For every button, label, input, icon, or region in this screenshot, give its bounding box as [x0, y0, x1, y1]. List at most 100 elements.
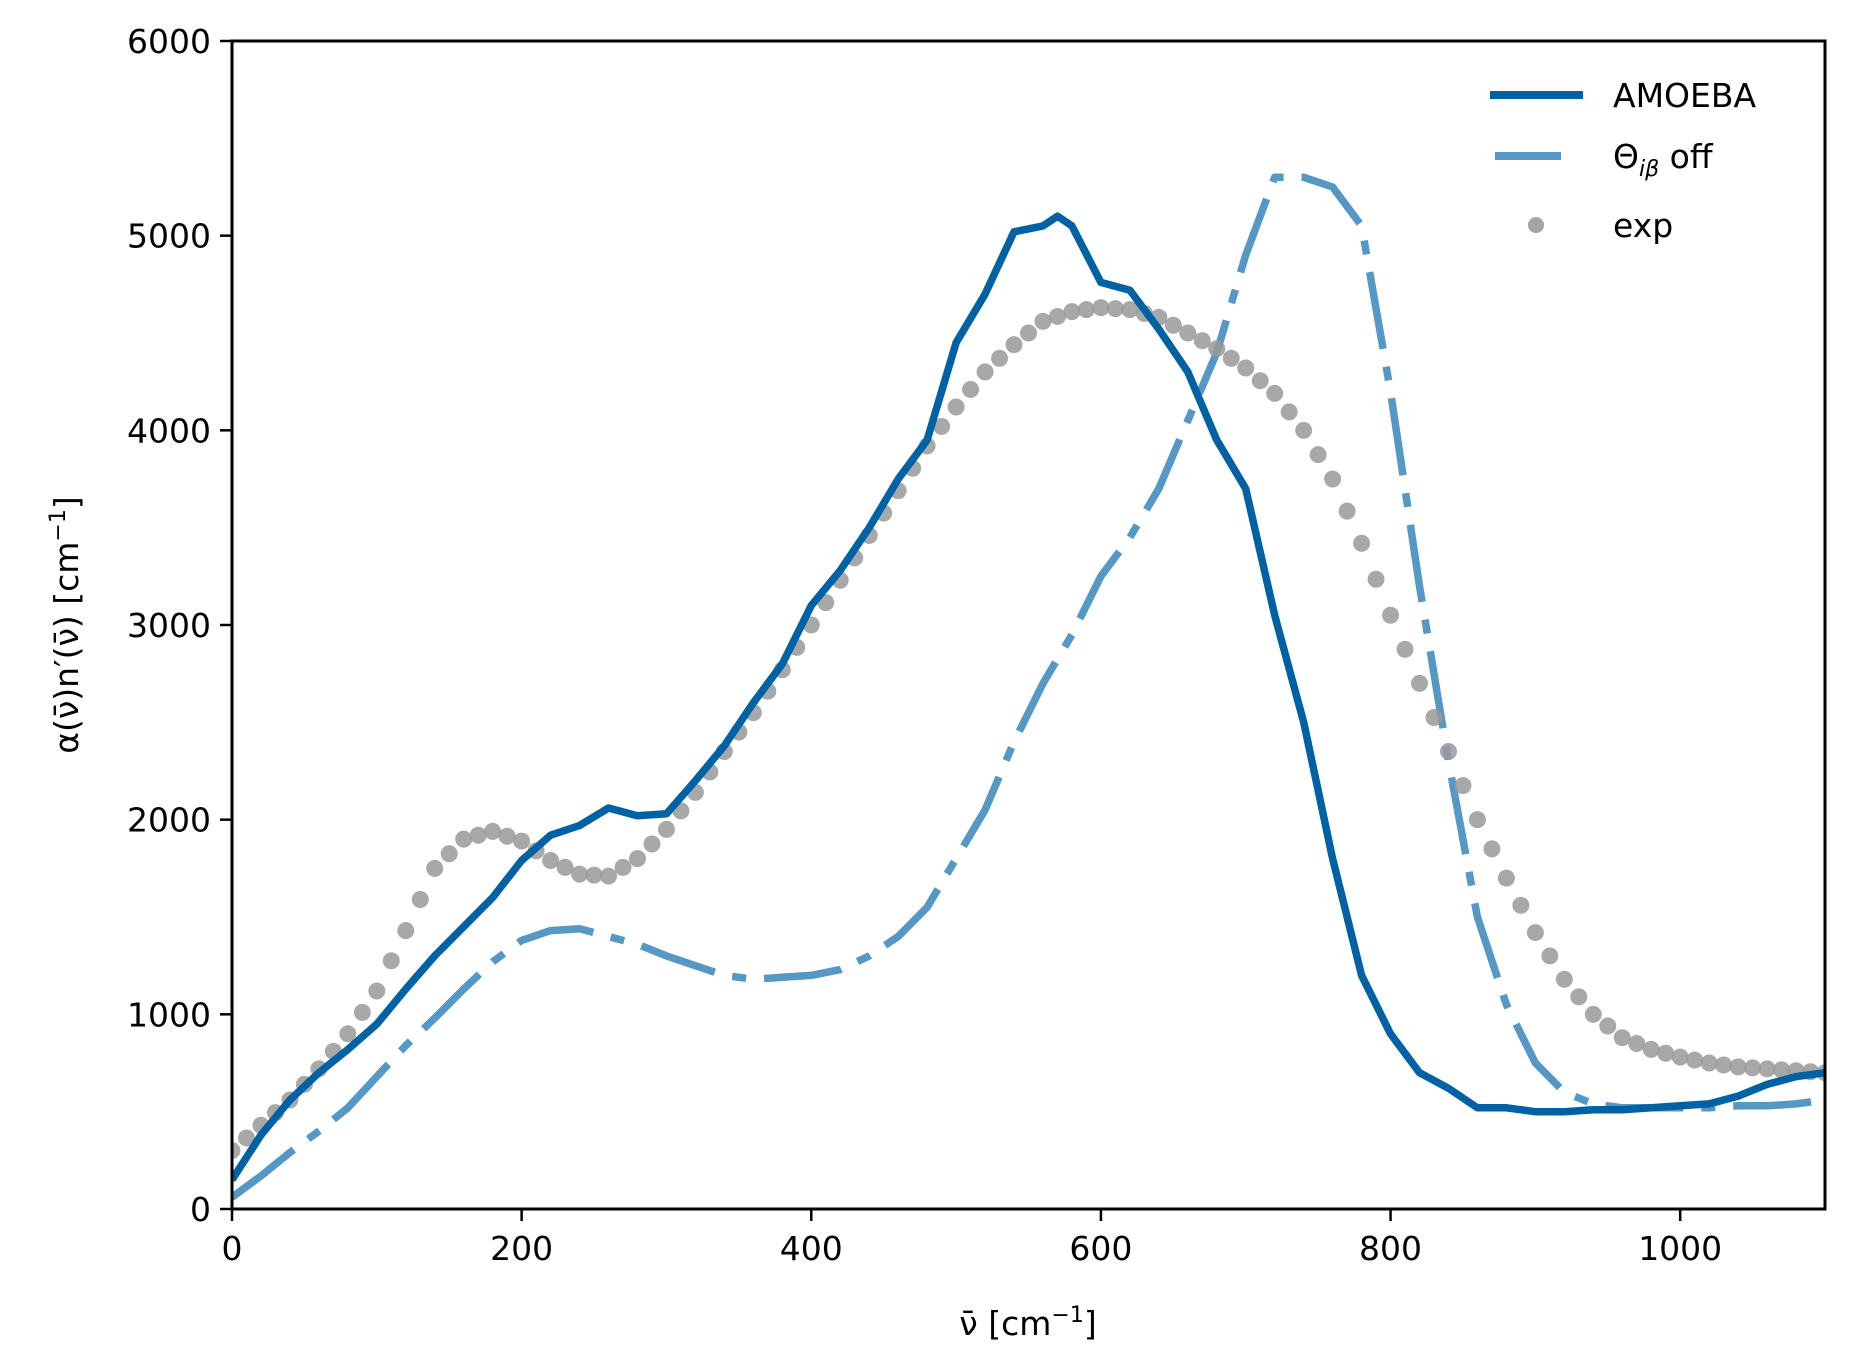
data-point: [962, 380, 980, 398]
y-tick-label: 4000: [127, 411, 211, 450]
data-point: [991, 349, 1009, 367]
data-point: [1237, 359, 1255, 377]
data-point: [1106, 300, 1124, 318]
data-point: [1657, 1044, 1675, 1062]
data-point: [976, 363, 994, 381]
data-point: [1092, 299, 1110, 317]
data-point: [600, 867, 618, 885]
data-point: [1584, 1005, 1602, 1023]
data-point: [1251, 372, 1269, 390]
marker-dot-swatch-icon: [1528, 217, 1544, 233]
data-point: [1671, 1048, 1689, 1066]
data-point: [556, 858, 574, 876]
y-tick-label: 1000: [127, 995, 211, 1034]
data-point: [1411, 674, 1429, 692]
data-point: [339, 1025, 357, 1043]
data-point: [353, 1003, 371, 1021]
data-point: [1020, 324, 1037, 342]
data-point: [1179, 324, 1197, 342]
data-point: [1309, 446, 1327, 464]
data-point: [1063, 303, 1081, 321]
data-point: [1396, 640, 1414, 658]
data-point: [368, 982, 386, 1000]
data-point: [440, 845, 458, 863]
legend-item-theta-off[interactable]: Θiβ off: [1495, 137, 1714, 182]
x-tick-label: 0: [222, 1229, 243, 1268]
x-axis-ticks: 0 200 400 600 800 1000: [222, 1209, 1722, 1268]
data-point: [1642, 1040, 1660, 1058]
data-point: [1280, 403, 1298, 421]
data-point: [1700, 1054, 1718, 1072]
x-tick-label: 800: [1359, 1229, 1422, 1268]
data-point: [237, 1129, 255, 1147]
data-point: [411, 890, 429, 908]
data-point: [1353, 534, 1371, 552]
data-point: [1686, 1051, 1704, 1069]
data-point: [1266, 384, 1284, 402]
data-point: [585, 866, 603, 884]
data-point: [1222, 349, 1240, 367]
data-point: [628, 850, 646, 868]
data-point: [1193, 332, 1211, 350]
series-theta-off-line: [232, 173, 1825, 1201]
data-point: [1208, 340, 1226, 358]
data-point: [657, 820, 675, 838]
data-point: [1454, 777, 1472, 795]
data-point: [1729, 1058, 1747, 1076]
data-point: [469, 826, 487, 844]
data-point: [1497, 869, 1515, 887]
data-point: [498, 827, 516, 845]
data-point: [232, 1142, 241, 1160]
legend-label-theta-off: Θiβ off: [1613, 137, 1714, 182]
data-point: [1715, 1056, 1733, 1074]
y-axis-label: α(ν̄)n′(ν̄) [cm−1]: [46, 496, 86, 754]
legend-item-exp[interactable]: exp: [1528, 206, 1673, 245]
data-point: [1555, 970, 1573, 988]
data-point: [382, 952, 400, 970]
y-tick-label: 6000: [127, 22, 211, 61]
data-point: [1526, 924, 1544, 942]
data-point: [1570, 988, 1588, 1006]
data-point: [643, 835, 661, 853]
plot-frame: [230, 39, 1827, 1211]
series-amoeba-line: [232, 212, 1825, 1182]
data-point: [397, 922, 415, 940]
x-tick-label: 200: [490, 1229, 553, 1268]
data-point: [614, 858, 632, 876]
data-point: [1295, 421, 1313, 439]
data-point: [1439, 743, 1457, 761]
data-point: [1628, 1035, 1646, 1053]
data-point: [1512, 896, 1530, 914]
data-point: [426, 859, 444, 877]
series-layer: [232, 173, 1825, 1201]
series-exp-markers: [232, 299, 1825, 1160]
data-point: [1121, 301, 1139, 319]
data-point: [513, 832, 531, 850]
data-point: [542, 852, 560, 870]
y-tick-label: 2000: [127, 801, 211, 840]
x-tick-label: 400: [780, 1229, 843, 1268]
data-point: [1758, 1060, 1776, 1078]
legend-label-amoeba: AMOEBA: [1613, 76, 1757, 115]
data-point: [1382, 606, 1400, 624]
data-point: [1744, 1059, 1762, 1077]
y-axis-ticks: 0 1000 2000 3000 4000 5000 6000: [127, 22, 232, 1229]
y-tick-label: 3000: [127, 606, 211, 645]
data-point: [1483, 840, 1501, 858]
data-point: [947, 398, 965, 416]
data-point: [1367, 570, 1385, 588]
legend-item-amoeba[interactable]: AMOEBA: [1490, 76, 1757, 115]
data-point: [455, 830, 473, 848]
y-tick-label: 0: [190, 1190, 211, 1229]
data-point: [1599, 1017, 1617, 1035]
data-point: [1541, 947, 1559, 965]
data-point: [1324, 470, 1342, 488]
x-tick-label: 600: [1069, 1229, 1132, 1268]
data-point: [1048, 307, 1066, 325]
data-point: [1005, 336, 1023, 354]
data-point: [571, 865, 589, 883]
data-point: [1338, 502, 1356, 520]
data-point: [1468, 811, 1486, 829]
x-tick-label: 1000: [1638, 1229, 1722, 1268]
data-point: [1425, 708, 1443, 726]
